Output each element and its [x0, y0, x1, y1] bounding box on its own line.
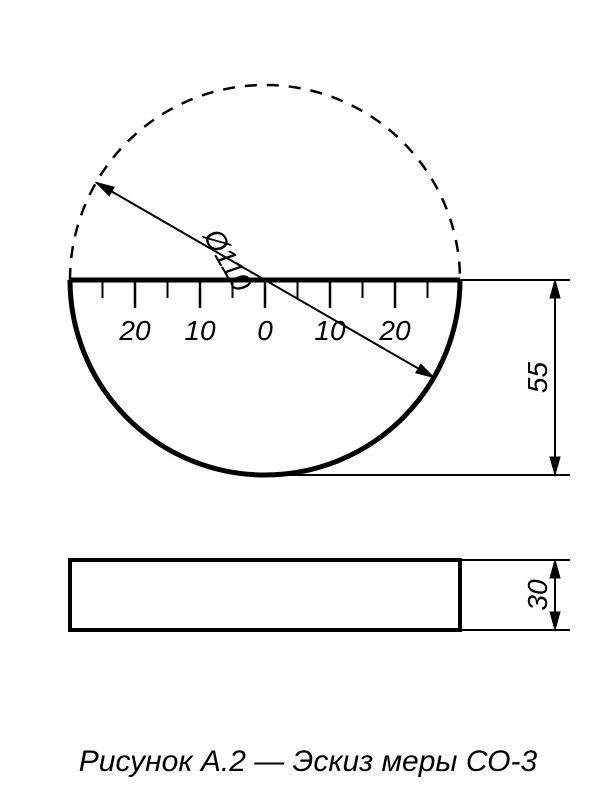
scale-label: 0	[257, 315, 273, 346]
scale-label: 10	[314, 315, 346, 346]
semicircle-body	[70, 280, 460, 475]
height-dim-label: 55	[522, 362, 553, 394]
figure-caption: Рисунок А.2 — Эскиз меры СО-3	[0, 745, 616, 779]
scale-label: 20	[118, 315, 151, 346]
hidden-circle-outline	[70, 85, 460, 280]
scale-label: 10	[184, 315, 216, 346]
scale-label: 20	[378, 315, 411, 346]
side-view-rect	[70, 560, 460, 630]
thickness-dim-label: 30	[522, 579, 553, 611]
diameter-label: Ø110	[197, 223, 258, 297]
